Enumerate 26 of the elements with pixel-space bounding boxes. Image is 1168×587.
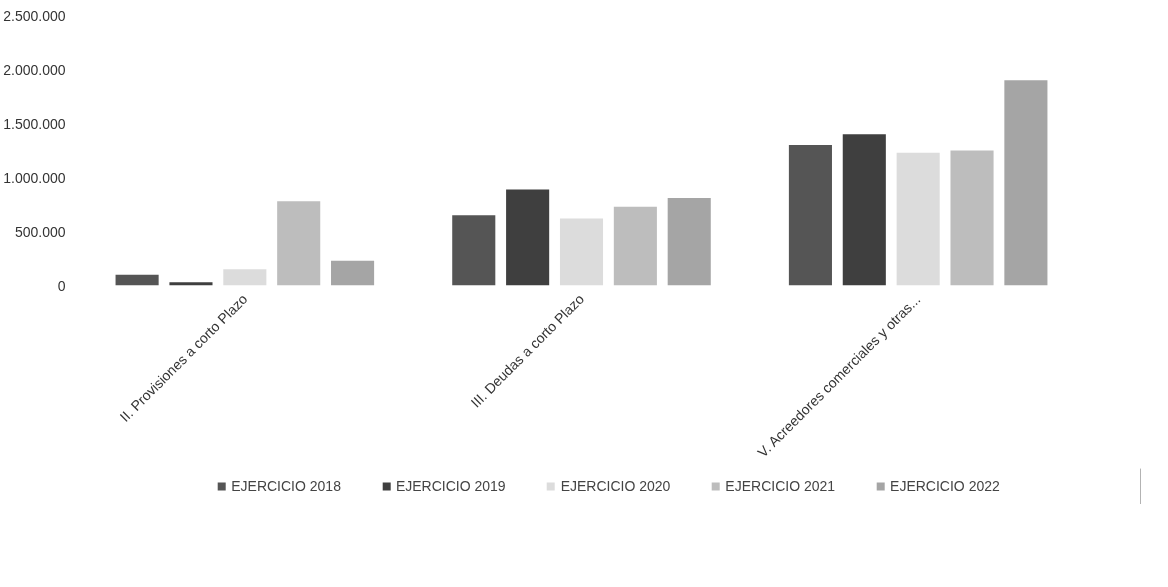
bar	[506, 189, 550, 286]
bar	[223, 269, 267, 286]
bar	[169, 282, 213, 286]
bar	[1004, 80, 1048, 286]
y-tick-label: 1.000.000	[3, 169, 66, 186]
legend-label: EJERCICIO 2018	[231, 478, 341, 494]
bar	[896, 152, 940, 286]
bar	[788, 145, 832, 286]
bar	[842, 134, 886, 286]
bar	[667, 198, 711, 286]
bar	[277, 201, 321, 286]
legend-label: EJERCICIO 2022	[890, 478, 1000, 494]
legend-label: EJERCICIO 2019	[395, 478, 506, 494]
y-tick-label: 2.000.000	[3, 61, 66, 78]
y-tick-label: 2.500.000	[3, 7, 66, 24]
bar	[613, 206, 657, 286]
y-tick-label: 1.500.000	[3, 115, 66, 132]
legend-label: EJERCICIO 2020	[560, 478, 671, 494]
y-tick-label: 0	[57, 277, 66, 294]
bar	[452, 215, 496, 286]
bar	[331, 260, 375, 286]
bar	[115, 274, 159, 286]
bar	[559, 218, 604, 286]
bar	[950, 150, 994, 286]
legend-label: EJERCICIO 2021	[725, 478, 836, 494]
y-tick-label: 500.000	[14, 223, 66, 240]
